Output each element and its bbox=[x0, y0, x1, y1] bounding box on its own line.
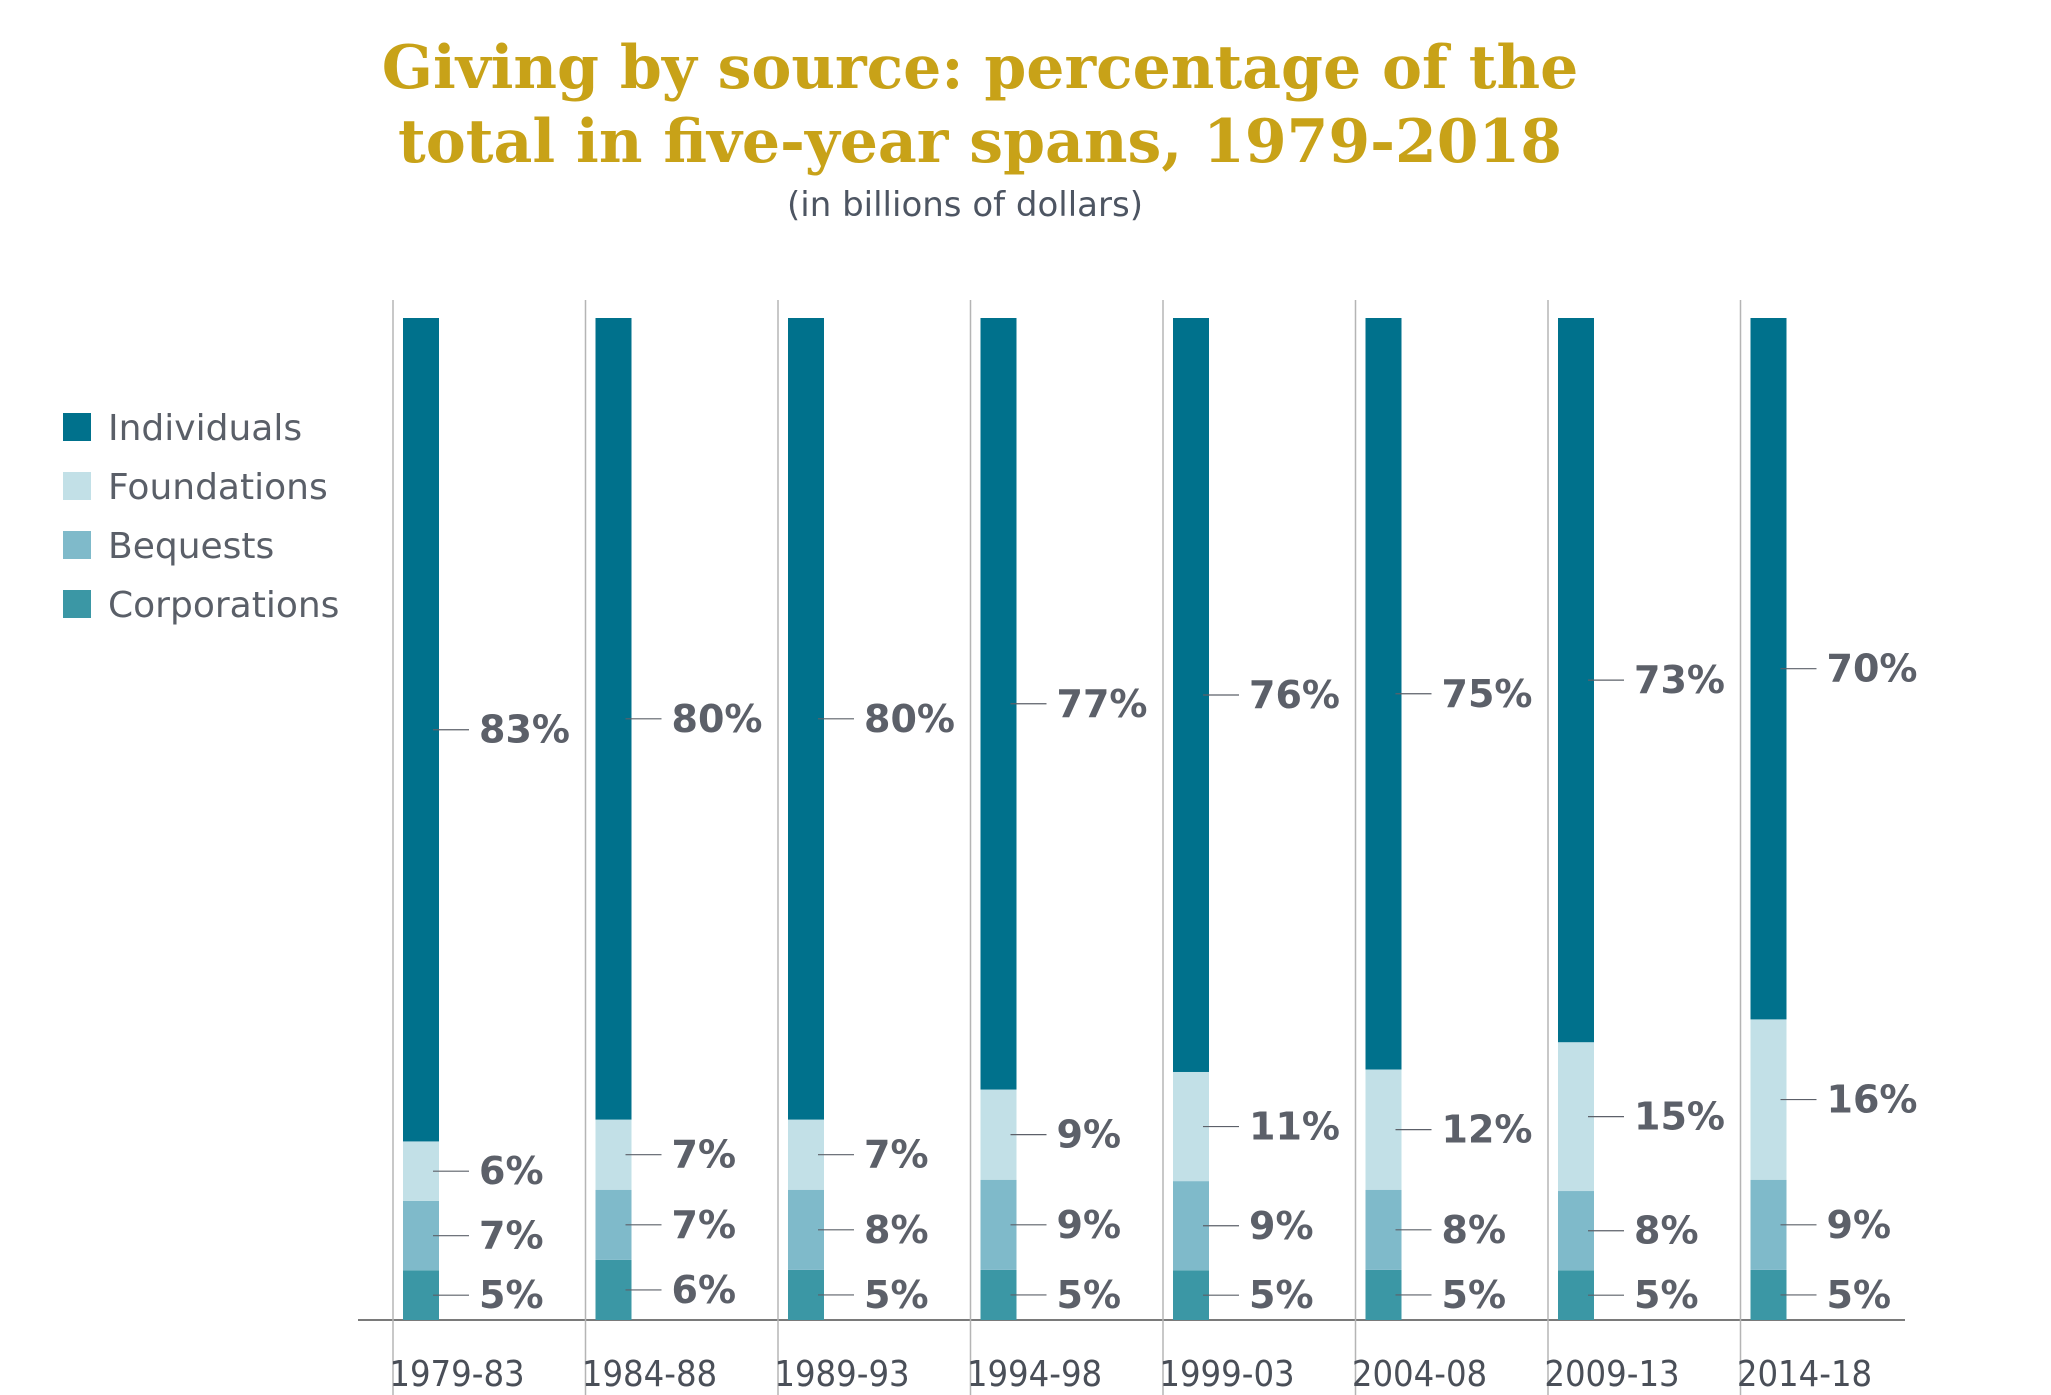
data-label-bequests-1984-88: 7% bbox=[672, 1203, 737, 1247]
x-tick-label-2004-08: 2004-08 bbox=[1352, 1354, 1487, 1395]
data-label-individuals-1979-83: 83% bbox=[479, 708, 570, 752]
data-label-bequests-1994-98: 9% bbox=[1057, 1203, 1122, 1247]
legend-label-bequests: Bequests bbox=[108, 526, 274, 567]
data-label-bequests-1979-83: 7% bbox=[479, 1214, 544, 1258]
data-label-individuals-2009-13: 73% bbox=[1634, 658, 1725, 702]
legend-swatch-foundations bbox=[63, 472, 91, 500]
data-label-individuals-1999-03: 76% bbox=[1249, 673, 1340, 717]
legend-label-foundations: Foundations bbox=[108, 467, 328, 508]
x-tick-label-1994-98: 1994-98 bbox=[967, 1354, 1102, 1395]
x-tick-label-1979-83: 1979-83 bbox=[389, 1354, 524, 1395]
data-label-bequests-2004-08: 8% bbox=[1442, 1208, 1507, 1252]
data-label-corporations-1984-88: 6% bbox=[672, 1268, 737, 1312]
data-label-corporations-1989-93: 5% bbox=[864, 1273, 929, 1317]
data-label-foundations-1999-03: 11% bbox=[1249, 1105, 1340, 1149]
legend-swatch-individuals bbox=[63, 413, 91, 441]
chart-subtitle: (in billions of dollars) bbox=[787, 185, 1143, 225]
x-tick-label-2009-13: 2009-13 bbox=[1544, 1354, 1679, 1395]
data-label-individuals-2004-08: 75% bbox=[1442, 672, 1533, 716]
data-label-individuals-1984-88: 80% bbox=[672, 697, 763, 741]
x-tick-label-1999-03: 1999-03 bbox=[1159, 1354, 1294, 1395]
data-label-bequests-2014-18: 9% bbox=[1827, 1203, 1892, 1247]
x-tick-label-2014-18: 2014-18 bbox=[1737, 1354, 1872, 1395]
x-tick-label-1984-88: 1984-88 bbox=[582, 1354, 717, 1395]
legend-label-corporations: Corporations bbox=[108, 585, 339, 626]
data-label-bequests-1999-03: 9% bbox=[1249, 1204, 1314, 1248]
data-label-foundations-1984-88: 7% bbox=[672, 1133, 737, 1177]
legend: Individuals Foundations Bequests Corporatio… bbox=[63, 408, 339, 626]
data-label-foundations-2004-08: 12% bbox=[1442, 1108, 1533, 1152]
legend-label-individuals: Individuals bbox=[108, 408, 302, 449]
data-label-corporations-1994-98: 5% bbox=[1057, 1273, 1122, 1317]
legend-swatch-bequests bbox=[63, 531, 91, 559]
data-label-foundations-1989-93: 7% bbox=[864, 1133, 929, 1177]
chart-title-line-1: Giving by source: percentage of the bbox=[382, 33, 1579, 103]
data-label-individuals-2014-18: 70% bbox=[1827, 647, 1918, 691]
data-label-individuals-1989-93: 80% bbox=[864, 697, 955, 741]
plot-area: 5% 7% 6% 83% 1979-83 6% 7% 7% 80% 1984-88 5% 8% 7% 80… bbox=[358, 300, 1917, 1395]
data-label-foundations-2014-18: 16% bbox=[1827, 1078, 1918, 1122]
data-label-bequests-1989-93: 8% bbox=[864, 1208, 929, 1252]
data-label-individuals-1994-98: 77% bbox=[1057, 682, 1148, 726]
x-tick-label-1989-93: 1989-93 bbox=[774, 1354, 909, 1395]
data-label-foundations-1994-98: 9% bbox=[1057, 1113, 1122, 1157]
data-label-corporations-1979-83: 5% bbox=[479, 1273, 544, 1317]
data-label-corporations-1999-03: 5% bbox=[1249, 1273, 1314, 1317]
data-label-corporations-2009-13: 5% bbox=[1634, 1273, 1699, 1317]
chart-title-line-2: total in five-year spans, 1979-2018 bbox=[398, 107, 1562, 177]
chart-title: Giving by source: percentage of the tota… bbox=[382, 33, 1579, 177]
data-label-corporations-2004-08: 5% bbox=[1442, 1273, 1507, 1317]
data-label-corporations-2014-18: 5% bbox=[1827, 1273, 1892, 1317]
data-label-foundations-2009-13: 15% bbox=[1634, 1095, 1725, 1139]
legend-swatch-corporations bbox=[63, 590, 91, 618]
data-label-bequests-2009-13: 8% bbox=[1634, 1209, 1699, 1253]
data-label-foundations-1979-83: 6% bbox=[479, 1149, 544, 1193]
